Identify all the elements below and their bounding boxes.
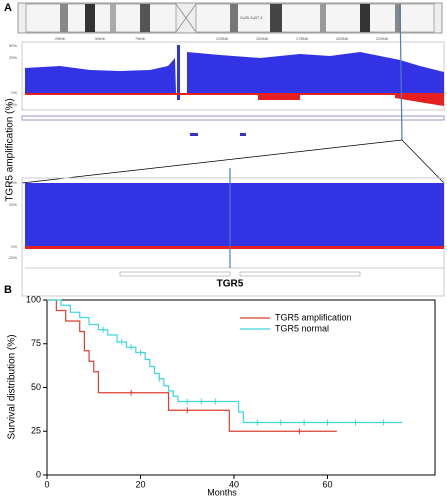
pct-tick-label: 50% (9, 43, 17, 48)
ideogram (17, 2, 443, 34)
y-tick-label: 0 (36, 469, 41, 479)
locus-arrow (399, 3, 403, 141)
pct-tick-label: -25% (8, 255, 18, 260)
zoom-track (21, 168, 445, 297)
mb-tick-label: 225Mb (376, 36, 389, 41)
mb-tick-label: 150Mb (256, 36, 269, 41)
mb-tick-label: 25Mb (55, 36, 66, 41)
pct-tick-label: 0% (11, 90, 17, 95)
x-axis-label: Months (207, 487, 237, 497)
x-tick-label: 20 (135, 479, 145, 489)
band-label: 2q35-2q37.3 (240, 15, 263, 20)
x-tick-label: 60 (322, 479, 332, 489)
y-tick-label: 75 (31, 338, 41, 348)
x-tick-label: 0 (44, 479, 49, 489)
plot-frame (46, 299, 436, 476)
mb-tick-label: 75Mb (135, 36, 146, 41)
legend-label: TGR5 amplification (275, 312, 352, 322)
y-tick-label: 50 (31, 382, 41, 392)
pct-tick-label: 25% (9, 55, 17, 60)
survival-curve (47, 299, 337, 432)
y-axis-label: Survival distribution (%) (7, 334, 18, 439)
y-tick-label: 100 (26, 294, 41, 304)
pct-tick-label: -25% (8, 102, 18, 107)
legend-label: TGR5 normal (275, 323, 329, 333)
pct-tick-label: 0% (11, 244, 17, 249)
mb-tick-label: 125Mb (216, 36, 229, 41)
panel-label: B (4, 284, 12, 296)
mb-tick-label: 50Mb (95, 36, 106, 41)
mb-tick-label: 200Mb (336, 36, 349, 41)
zoom-lines (21, 139, 445, 184)
mb-tick-label: 175Mb (296, 36, 309, 41)
y-tick-label: 25 (31, 426, 41, 436)
copy-number-track (21, 41, 445, 136)
gene-label: TGR5 (217, 279, 244, 290)
y-axis-label: TGR5 amplification (%) (5, 98, 16, 201)
survival-curve (47, 299, 403, 424)
panel-label: A (4, 2, 12, 14)
pct-tick-label: 25% (9, 202, 17, 207)
x-tick-label: 40 (229, 479, 239, 489)
pct-tick-label: 50% (9, 180, 17, 185)
